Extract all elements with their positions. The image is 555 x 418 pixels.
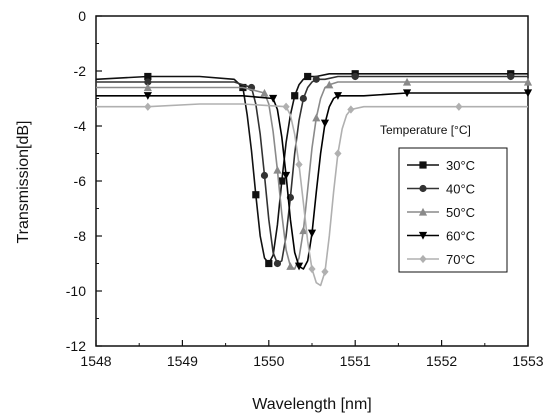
data-point (334, 149, 342, 158)
data-point (286, 262, 295, 270)
x-tick-label: 1551 (340, 353, 371, 369)
legend-box (398, 147, 508, 273)
legend-item: 50°C (407, 205, 475, 220)
x-tick-label: 1548 (80, 353, 111, 369)
data-point (260, 88, 269, 97)
data-point (265, 259, 273, 268)
x-tick-label: 1553 (512, 353, 543, 369)
x-tick-label: 1550 (253, 353, 284, 369)
data-point (325, 80, 334, 89)
data-point (312, 113, 321, 122)
data-point (143, 83, 152, 92)
data-point (269, 94, 278, 103)
y-tick-label: -2 (74, 63, 87, 79)
x-axis: 1548 1549 1550 1551 1552 1553 (80, 340, 544, 369)
data-point (273, 165, 282, 174)
data-point (307, 229, 317, 238)
plot-area (95, 15, 533, 347)
legend-item: 40°C (407, 182, 475, 197)
data-point (523, 89, 533, 98)
data-point (252, 191, 260, 199)
data-point (281, 171, 291, 180)
legend-label: 50°C (446, 205, 475, 220)
data-point (291, 92, 299, 100)
series-3 (96, 89, 533, 271)
data-point (260, 171, 269, 180)
y-tick-label: -4 (74, 118, 87, 134)
data-point (144, 72, 152, 81)
data-point (299, 226, 308, 235)
data-point (351, 72, 359, 81)
legend-label: 70°C (446, 252, 475, 267)
data-point (143, 92, 152, 100)
y-axis-title: Transmission[dB] (15, 121, 32, 244)
data-point (333, 92, 343, 100)
data-point (295, 160, 303, 169)
legend-label: 60°C (446, 229, 475, 244)
x-tick-label: 1552 (426, 353, 457, 369)
y-tick-label: 0 (78, 8, 86, 24)
data-point (278, 177, 286, 185)
y-tick-label: -10 (66, 283, 86, 299)
data-point (273, 259, 282, 268)
legend-item: 60°C (407, 229, 475, 244)
legend-marker (418, 231, 428, 240)
legend-label: 40°C (446, 182, 475, 197)
legend: Temperature [°C] 30°C 40°C 50°C 60°C 70°C (380, 123, 508, 273)
legend-marker (418, 207, 428, 216)
data-point (523, 77, 533, 86)
y-axis: 0 -2 -4 -6 -8 -10 -12 (66, 8, 102, 354)
data-point (347, 105, 355, 114)
y-tick-label: -6 (74, 173, 87, 189)
data-point (507, 72, 515, 81)
data-point (144, 78, 152, 86)
data-point (308, 264, 316, 274)
data-point (455, 102, 463, 111)
data-point (402, 77, 412, 86)
y-tick-label: -12 (66, 338, 86, 354)
legend-marker (419, 184, 427, 193)
legend-item: 30°C (407, 158, 475, 173)
data-point (144, 102, 152, 111)
legend-title: Temperature [°C] (380, 123, 471, 137)
legend-item: 70°C (407, 252, 475, 267)
data-point (402, 89, 412, 98)
data-point (320, 119, 330, 128)
series-4 (96, 102, 528, 287)
x-axis-title: Wavelength [nm] (252, 396, 371, 413)
data-point (321, 267, 329, 276)
data-point (299, 94, 307, 103)
x-tick-label: 1549 (167, 353, 198, 369)
series-2 (96, 77, 533, 270)
y-tick-label: -8 (74, 228, 87, 244)
legend-label: 30°C (446, 158, 475, 173)
data-point (294, 262, 304, 271)
data-point (312, 75, 320, 83)
legend-marker (419, 161, 427, 169)
data-point (304, 72, 312, 81)
legend-marker (419, 254, 427, 264)
data-point (282, 102, 290, 111)
